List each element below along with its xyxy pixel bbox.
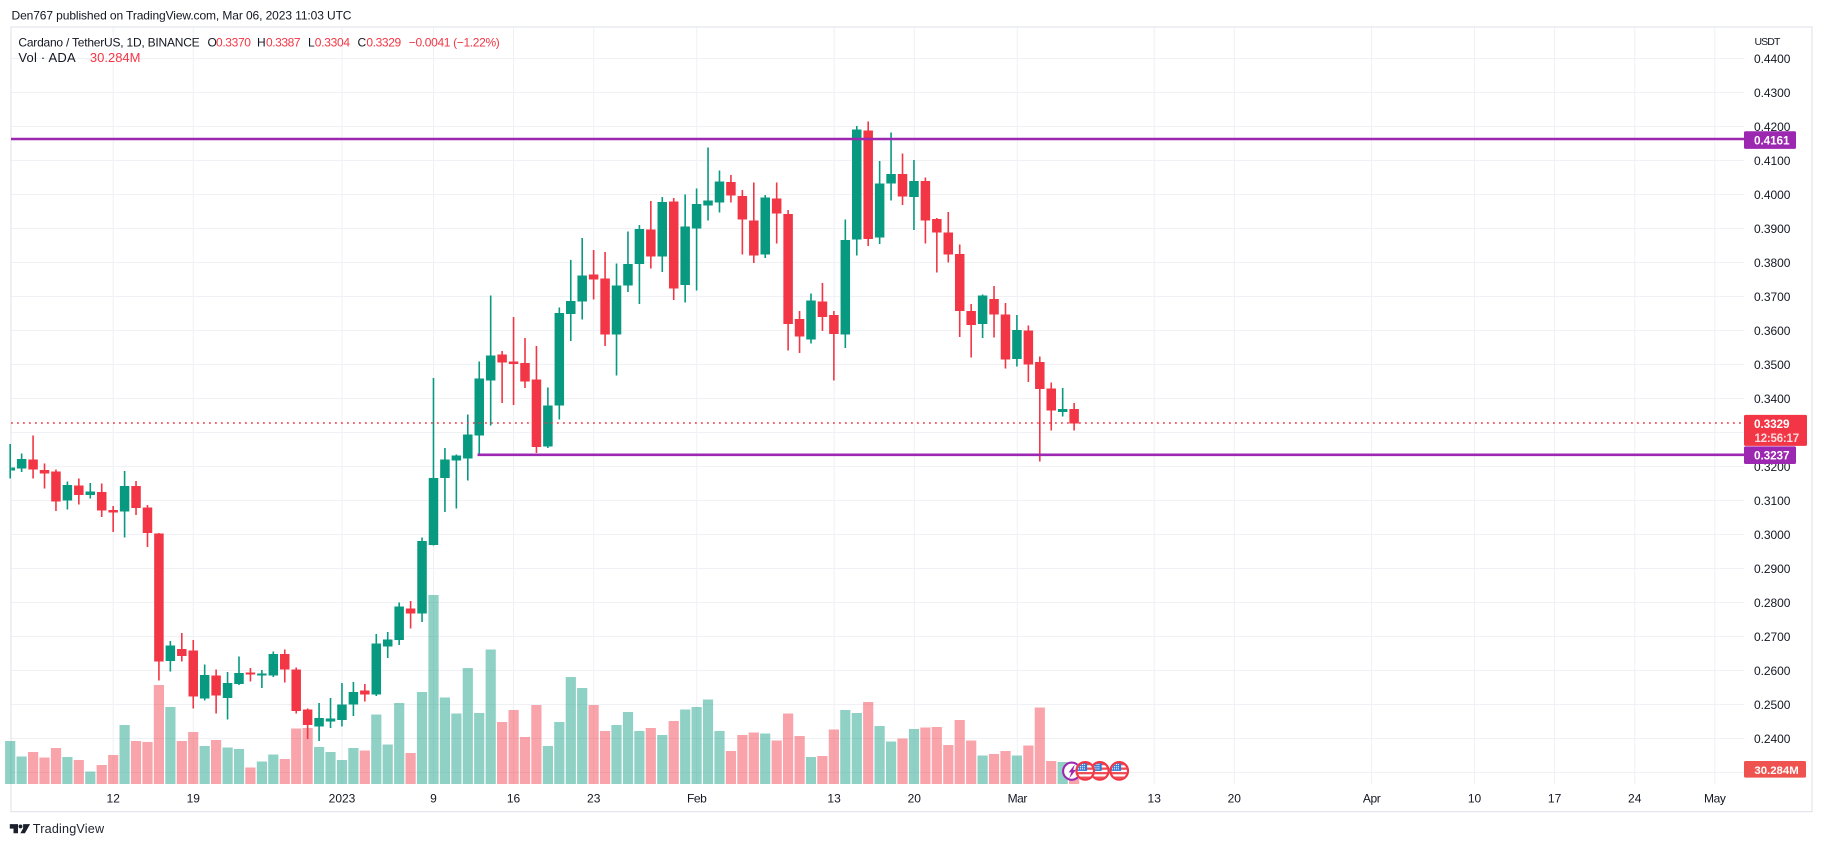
svg-text:0.3329: 0.3329 <box>366 36 401 50</box>
svg-text:0.3370: 0.3370 <box>216 36 251 50</box>
svg-text:0.4161: 0.4161 <box>1754 133 1790 147</box>
svg-text:0.3329: 0.3329 <box>1754 417 1790 431</box>
svg-text:L: L <box>308 36 315 50</box>
svg-text:12: 12 <box>107 791 121 805</box>
svg-text:TradingView: TradingView <box>33 822 105 836</box>
svg-text:Den767 published on TradingVie: Den767 published on TradingView.com, Mar… <box>12 9 352 23</box>
svg-text:0.3000: 0.3000 <box>1754 528 1791 542</box>
svg-text:24: 24 <box>1628 791 1642 805</box>
svg-text:0.3100: 0.3100 <box>1754 494 1791 508</box>
svg-text:C: C <box>358 36 367 50</box>
svg-text:0.3600: 0.3600 <box>1754 324 1791 338</box>
svg-text:0.3400: 0.3400 <box>1754 392 1791 406</box>
svg-text:May: May <box>1704 791 1726 805</box>
svg-text:10: 10 <box>1468 791 1482 805</box>
svg-text:19: 19 <box>187 791 201 805</box>
svg-text:Vol · ADA: Vol · ADA <box>18 50 76 65</box>
svg-text:USDT: USDT <box>1755 36 1781 48</box>
svg-text:20: 20 <box>1228 791 1242 805</box>
svg-text:0.4300: 0.4300 <box>1754 86 1791 100</box>
svg-text:Apr: Apr <box>1363 791 1381 805</box>
svg-text:0.4100: 0.4100 <box>1754 154 1791 168</box>
svg-text:13: 13 <box>1148 791 1162 805</box>
svg-text:0.3800: 0.3800 <box>1754 256 1791 270</box>
svg-text:30.284M: 30.284M <box>90 50 141 65</box>
svg-text:0.3900: 0.3900 <box>1754 222 1791 236</box>
svg-text:13: 13 <box>827 791 841 805</box>
svg-text:23: 23 <box>587 791 601 805</box>
svg-text:0.3700: 0.3700 <box>1754 290 1791 304</box>
svg-text:0.4000: 0.4000 <box>1754 188 1791 202</box>
svg-text:12:56:17: 12:56:17 <box>1755 433 1799 445</box>
svg-text:Cardano / TetherUS, 1D, BINANC: Cardano / TetherUS, 1D, BINANCE <box>18 36 199 50</box>
svg-text:9: 9 <box>430 791 437 805</box>
svg-text:0.3237: 0.3237 <box>1754 449 1790 463</box>
svg-text:30.284M: 30.284M <box>1754 765 1798 777</box>
svg-text:0.2600: 0.2600 <box>1754 664 1791 678</box>
svg-text:0.4200: 0.4200 <box>1754 120 1791 134</box>
svg-text:0.3500: 0.3500 <box>1754 358 1791 372</box>
svg-text:O: O <box>208 36 217 50</box>
svg-text:2023: 2023 <box>329 791 356 805</box>
svg-text:0.2700: 0.2700 <box>1754 630 1791 644</box>
svg-text:0.3387: 0.3387 <box>266 36 301 50</box>
svg-text:0.2400: 0.2400 <box>1754 732 1791 746</box>
svg-text:0.2900: 0.2900 <box>1754 562 1791 576</box>
svg-text:17: 17 <box>1548 791 1562 805</box>
svg-text:0.3304: 0.3304 <box>315 36 351 50</box>
svg-text:H: H <box>257 36 266 50</box>
svg-text:Feb: Feb <box>687 791 707 805</box>
svg-text:20: 20 <box>908 791 922 805</box>
svg-text:16: 16 <box>507 791 521 805</box>
svg-text:0.2800: 0.2800 <box>1754 596 1791 610</box>
svg-text:0.2500: 0.2500 <box>1754 698 1791 712</box>
svg-text:−0.0041 (−1.22%): −0.0041 (−1.22%) <box>409 36 500 50</box>
svg-text:Mar: Mar <box>1008 791 1028 805</box>
svg-text:0.4400: 0.4400 <box>1754 52 1791 66</box>
